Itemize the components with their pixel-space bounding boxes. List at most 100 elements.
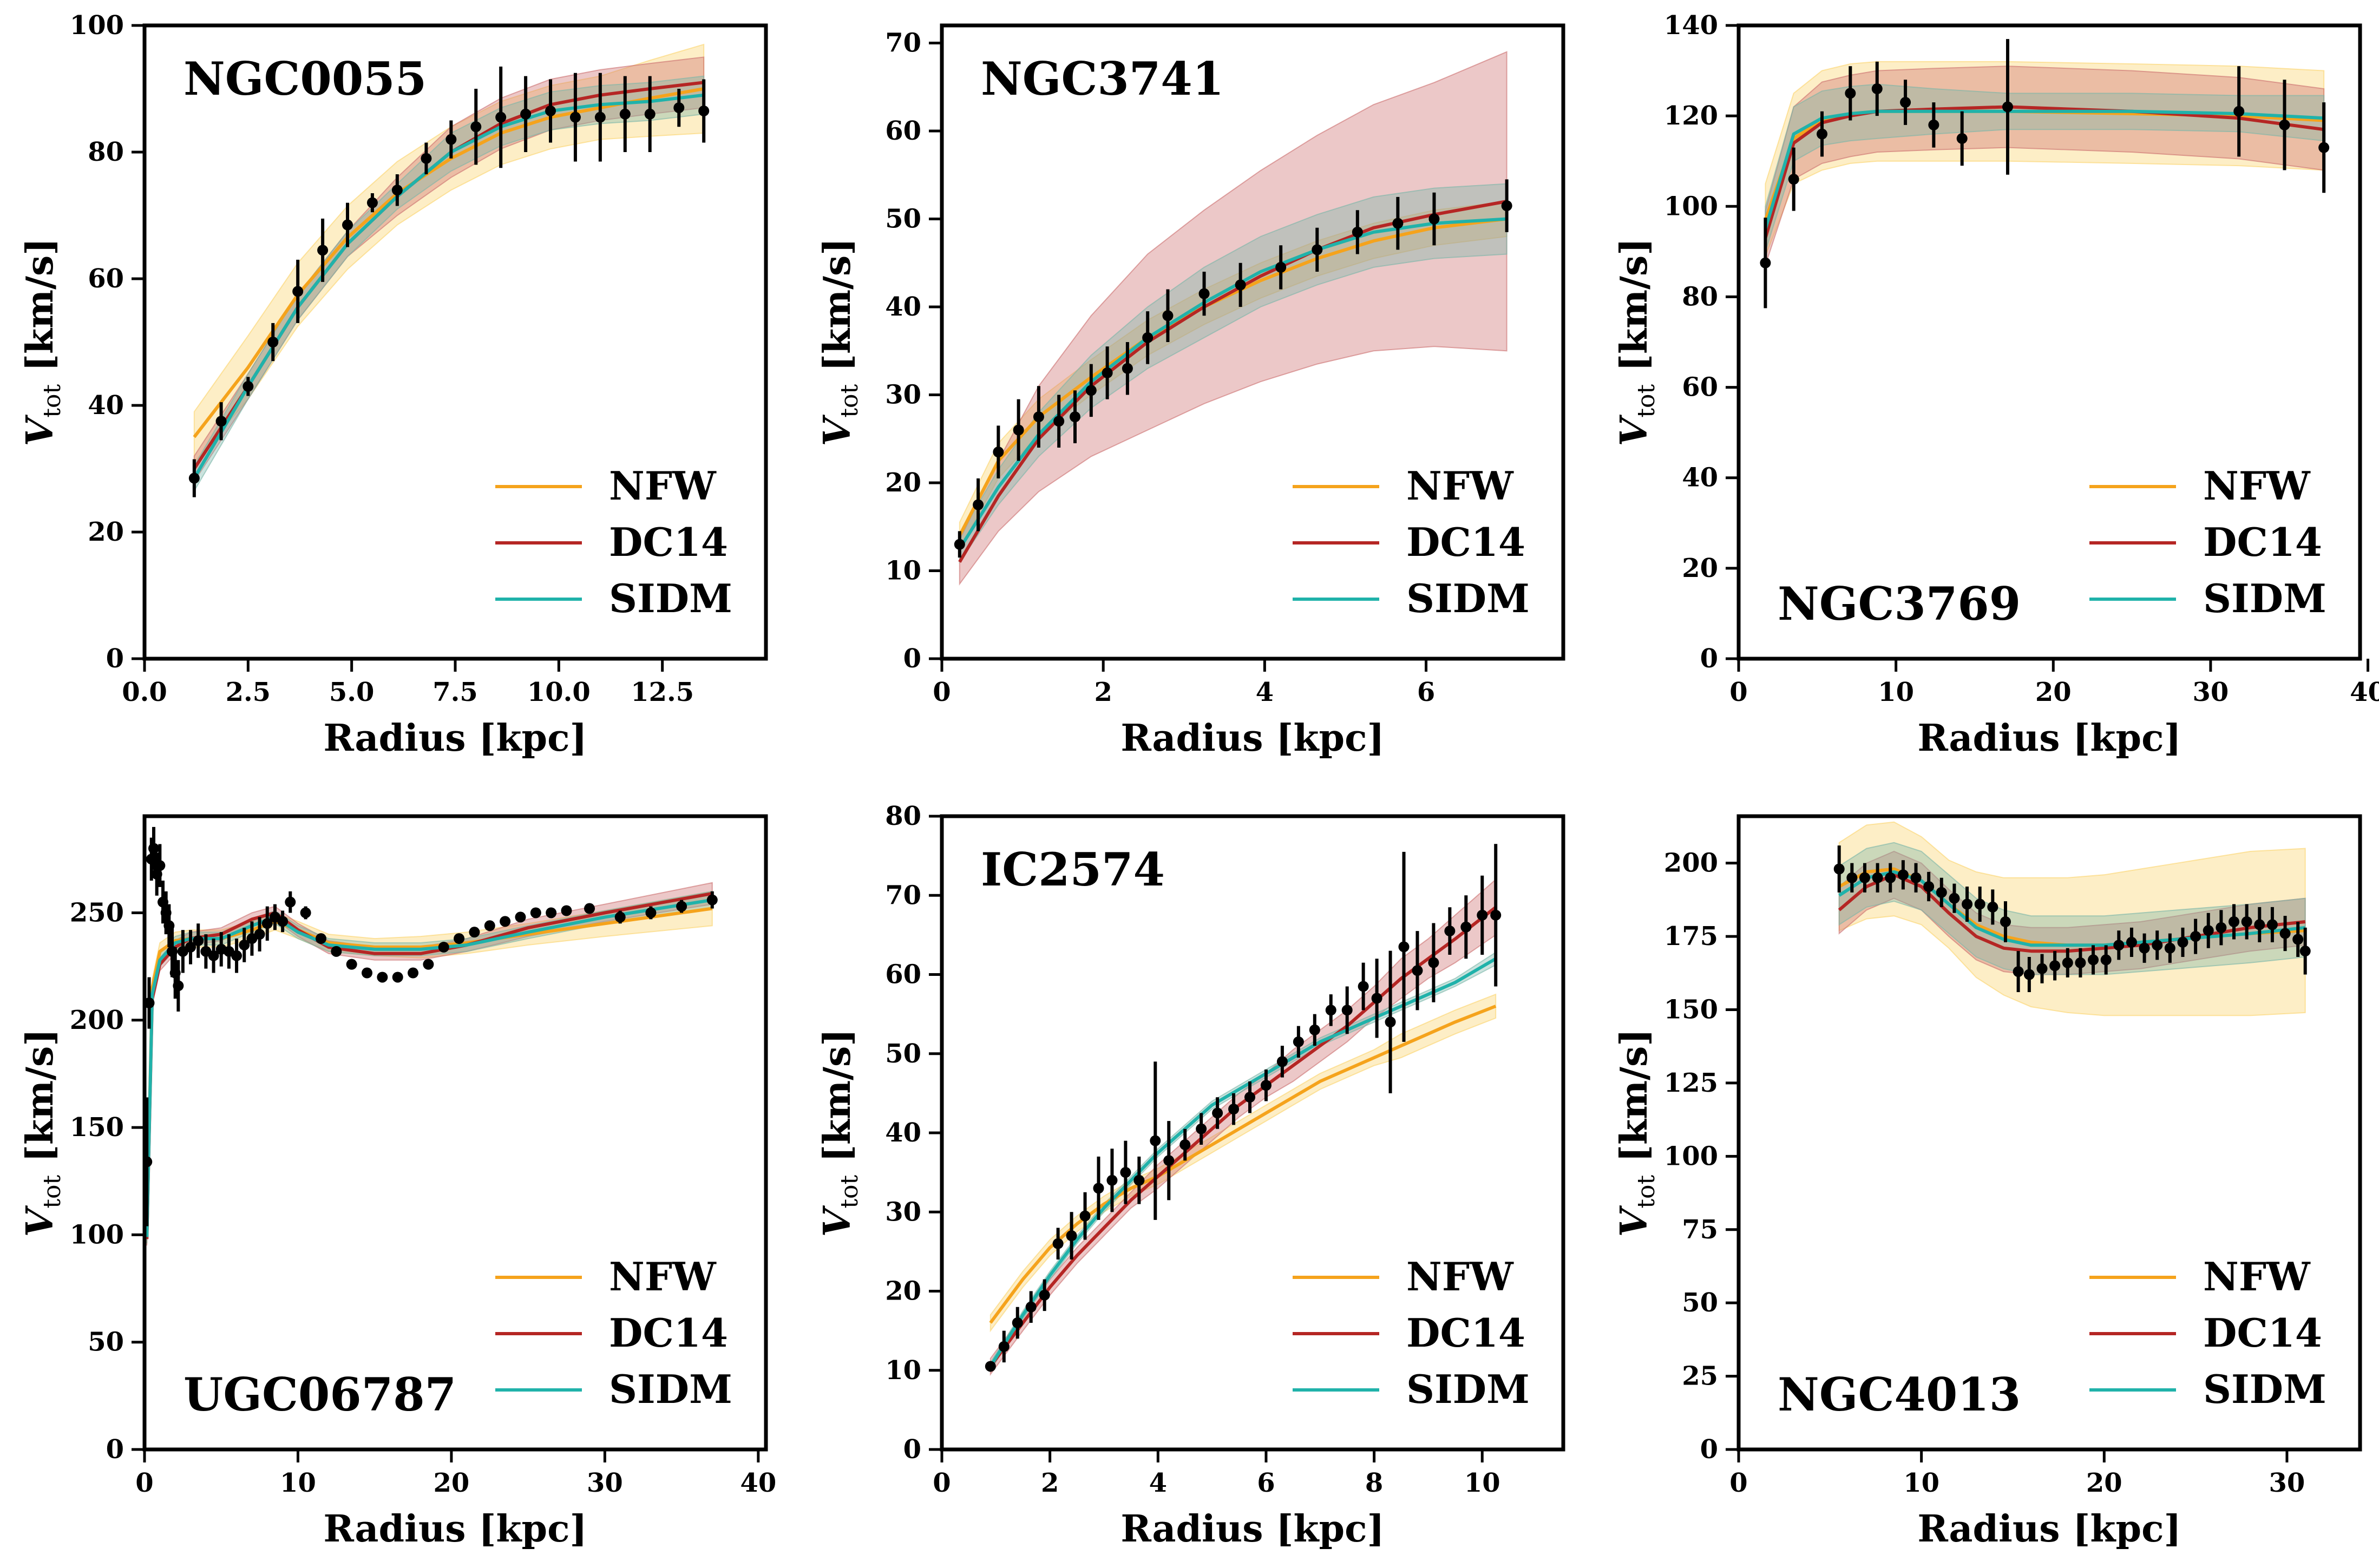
legend-label: DC14 xyxy=(2203,1310,2322,1356)
data-point xyxy=(315,933,326,944)
data-point xyxy=(1085,364,1097,417)
data-point xyxy=(1871,61,1883,116)
point-marker xyxy=(1460,921,1472,933)
legend-label: DC14 xyxy=(2203,519,2322,565)
point-marker xyxy=(1039,1289,1050,1301)
curve-sidm xyxy=(193,93,704,480)
point-marker xyxy=(1312,244,1323,255)
point-marker xyxy=(1025,1301,1037,1313)
point-marker xyxy=(2241,916,2252,927)
data-point xyxy=(1079,1192,1091,1240)
point-marker xyxy=(495,111,507,123)
data-point xyxy=(1928,102,1939,148)
data-point xyxy=(1910,863,1922,893)
data-point xyxy=(1025,1291,1037,1323)
y-tick-label: 140 xyxy=(1664,10,1718,41)
y-tick-label: 25 xyxy=(1682,1361,1718,1392)
x-tick-label: 4 xyxy=(1256,677,1274,707)
y-tick-label: 200 xyxy=(1664,848,1718,878)
data-point xyxy=(2100,945,2112,975)
data-point xyxy=(391,174,403,206)
data-point xyxy=(1760,218,1771,309)
point-marker xyxy=(2126,936,2137,948)
data-point xyxy=(145,977,155,1029)
point-marker xyxy=(2279,928,2291,939)
point-marker xyxy=(1120,1167,1131,1178)
legend-entry-nfw: NFW xyxy=(2089,463,2311,509)
point-marker xyxy=(1974,898,1985,910)
legend-entry-dc14: DC14 xyxy=(495,1310,728,1356)
data-point xyxy=(520,76,532,152)
point-marker xyxy=(2013,966,2024,977)
x-tick-label: 0 xyxy=(933,677,951,707)
x-tick-label: 6 xyxy=(1417,677,1435,707)
point-marker xyxy=(1398,941,1410,953)
x-tick-label: 40 xyxy=(740,1468,776,1498)
plot-area xyxy=(145,826,718,1246)
data-point xyxy=(215,402,227,441)
point-marker xyxy=(2279,119,2290,130)
data-point xyxy=(1106,1149,1118,1212)
point-marker xyxy=(2152,940,2163,951)
data-point xyxy=(1120,1140,1131,1204)
data-point xyxy=(1276,1046,1288,1078)
plot-area xyxy=(985,844,1502,1376)
data-point xyxy=(1398,851,1410,1042)
data-point xyxy=(1392,196,1404,250)
point-marker xyxy=(231,950,243,961)
point-marker xyxy=(2075,957,2086,968)
point-marker xyxy=(188,473,200,484)
data-point xyxy=(1846,863,1858,893)
data-point xyxy=(594,73,606,162)
point-marker xyxy=(1928,119,1939,130)
plot-area xyxy=(954,51,1512,586)
legend-entry-dc14: DC14 xyxy=(495,519,728,565)
legend-label: NFW xyxy=(609,1254,717,1300)
legend-label: DC14 xyxy=(609,1310,728,1356)
data-point xyxy=(645,906,657,920)
y-tick-label: 20 xyxy=(1682,553,1718,583)
data-point xyxy=(1053,395,1065,448)
plot-frame xyxy=(1736,23,2362,661)
y-tick-label: 60 xyxy=(885,960,921,990)
y-axis-label: Vtot [km/s] xyxy=(18,1029,66,1237)
panel-ngc3769: 0 10 20 30 40 0 20 40 60 80 100 120 140 Radius [kpc] V… xyxy=(1613,10,2379,760)
point-marker xyxy=(1276,1056,1288,1067)
point-marker xyxy=(1444,926,1456,937)
data-point xyxy=(484,920,495,931)
point-marker xyxy=(673,102,685,114)
data-point xyxy=(2279,916,2291,952)
point-marker xyxy=(277,916,289,927)
legend-label: SIDM xyxy=(2203,575,2326,621)
point-marker xyxy=(208,950,219,961)
point-marker xyxy=(1293,1036,1304,1047)
x-axis-label: Radius [kpc] xyxy=(323,1507,587,1551)
data-point xyxy=(569,73,581,162)
data-point xyxy=(438,941,449,953)
point-marker xyxy=(1196,1123,1207,1134)
x-tick-label: 0 xyxy=(933,1468,951,1498)
data-point xyxy=(985,1361,996,1372)
point-marker xyxy=(331,946,342,957)
data-point xyxy=(231,939,243,973)
data-point xyxy=(366,193,378,213)
data-point xyxy=(342,202,353,247)
legend-entry-dc14: DC14 xyxy=(1293,519,1525,565)
y-tick-label: 0 xyxy=(106,644,124,674)
point-marker xyxy=(1053,416,1065,427)
data-point xyxy=(145,1097,153,1226)
point-marker xyxy=(1013,424,1024,436)
y-tick-label: 20 xyxy=(88,517,124,547)
y-tick-label: 60 xyxy=(1682,372,1718,403)
legend-entry-nfw: NFW xyxy=(2089,1254,2311,1300)
data-point xyxy=(285,891,296,913)
y-axis-label: Vtot [km/s] xyxy=(18,238,66,447)
point-marker xyxy=(193,935,204,947)
data-point xyxy=(1788,147,1799,211)
point-marker xyxy=(569,111,581,123)
data-point xyxy=(1260,1070,1272,1101)
data-point xyxy=(1293,1026,1304,1058)
data-point xyxy=(1949,883,1960,913)
data-point xyxy=(1490,844,1502,987)
point-marker xyxy=(1962,898,1973,910)
